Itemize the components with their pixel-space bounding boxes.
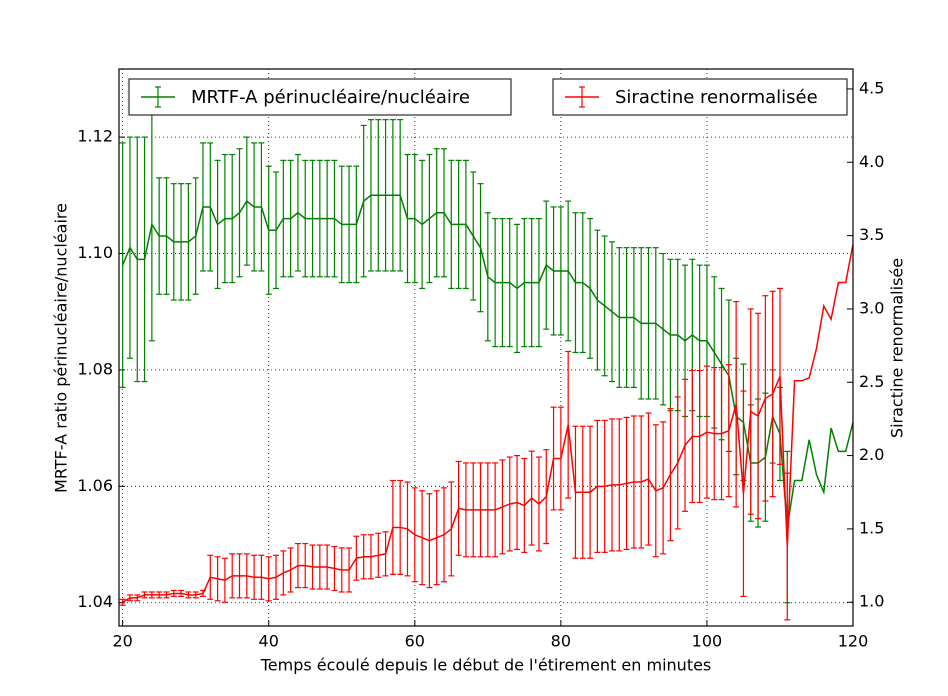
legend-box <box>552 78 848 116</box>
y-tick-label: 1.04 <box>77 592 113 611</box>
series-line <box>121 194 854 528</box>
y2-tick-label: 1.5 <box>859 518 884 537</box>
y-tick-label: 1.08 <box>77 359 113 378</box>
y2-tick-label: 3.5 <box>859 225 884 244</box>
series-line <box>122 244 854 603</box>
y2-tick-label: 3.0 <box>859 298 884 317</box>
legend-box <box>128 78 512 116</box>
x-tick-label: 100 <box>692 632 723 651</box>
legend-label: Siractine renormalisée <box>615 87 818 108</box>
y-axis-label: MRTF-A ratio périnucléaire/nucléaire <box>52 203 71 493</box>
x-tick-label: 60 <box>405 632 425 651</box>
y2-tick-label: 1.0 <box>859 592 884 611</box>
y2-tick-label: 4.0 <box>859 152 884 171</box>
x-axis-label: Temps écoulé depuis le début de l'étirem… <box>260 656 712 675</box>
x-tick-label: 40 <box>259 632 279 651</box>
legend-label: MRTF-A périnucléaire/nucléaire <box>191 87 470 108</box>
y2-tick-label: 4.5 <box>859 78 884 97</box>
y-tick-label: 1.06 <box>77 476 113 495</box>
y2-tick-label: 2.0 <box>859 445 884 464</box>
y2-axis-label: Siractine renormalisée <box>888 258 907 438</box>
y2-tick-label: 2.5 <box>859 372 884 391</box>
y-tick-label: 1.12 <box>77 127 113 146</box>
plot-frame <box>118 68 854 627</box>
y-tick-label: 1.10 <box>77 243 113 262</box>
x-tick-label: 20 <box>112 632 132 651</box>
x-tick-label: 80 <box>551 632 571 651</box>
x-tick-label: 120 <box>838 632 869 651</box>
